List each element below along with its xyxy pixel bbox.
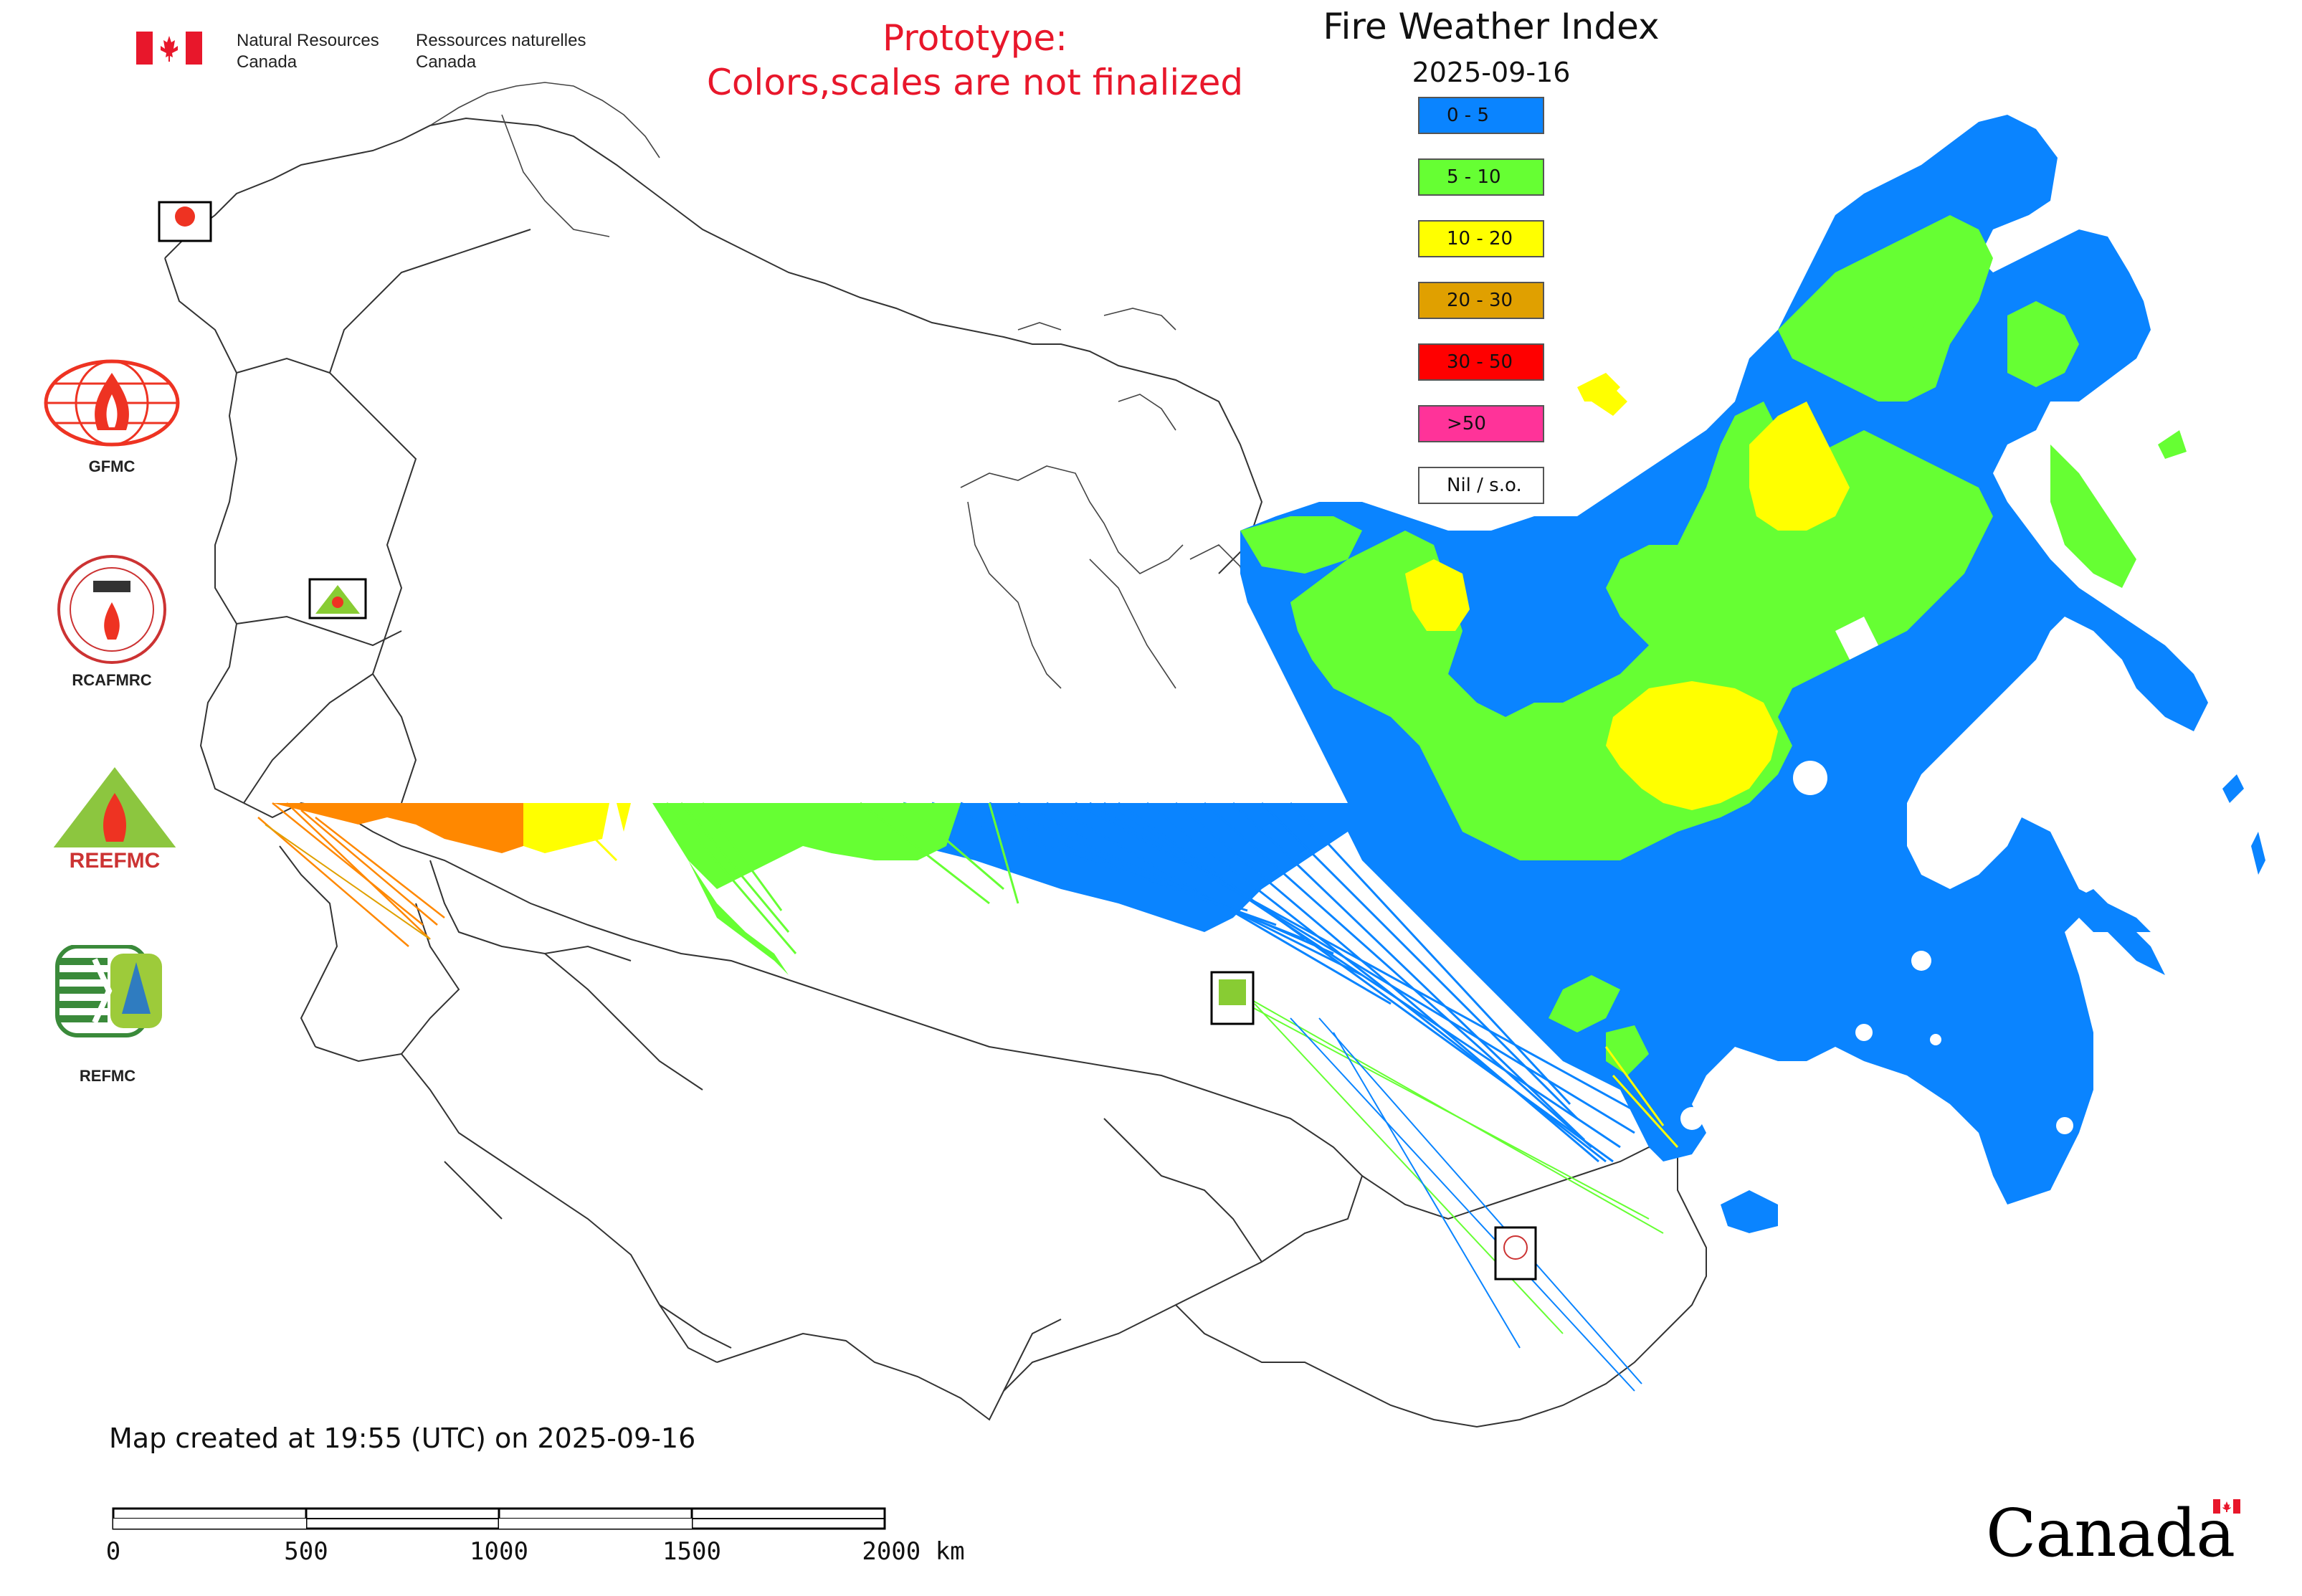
map-marker-icons bbox=[175, 206, 1528, 1260]
gfmc-logo: GFMC bbox=[40, 358, 184, 488]
refmc-logo: REFMC bbox=[50, 944, 194, 1088]
refmc-sigma-icon bbox=[55, 944, 162, 1037]
legend-item: >50 bbox=[1418, 405, 1544, 442]
map-date: 2025-09-16 bbox=[1412, 57, 1571, 88]
scale-bar: 0 500 1000 1500 2000 km bbox=[105, 1498, 968, 1577]
legend-item: 20 - 30 bbox=[1418, 282, 1544, 319]
refmc-label: REFMC bbox=[79, 1067, 136, 1085]
rcafmrc-label: RCAFMRC bbox=[72, 671, 152, 689]
map-created-note: Map created at 19:55 (UTC) on 2025-09-16 bbox=[109, 1422, 696, 1454]
canada-wordmark-text: Canada bbox=[1986, 1495, 2235, 1572]
prototype-line-1: Prototype: bbox=[882, 17, 1068, 59]
canada-wordmark-flag-icon bbox=[2213, 1499, 2241, 1514]
scale-label: 500 bbox=[284, 1537, 328, 1566]
reefmc-logo-text: REEFMC bbox=[70, 849, 161, 872]
fwi-field bbox=[257, 115, 2265, 1392]
scale-label: 1000 bbox=[470, 1537, 528, 1566]
gfmc-globe-flame-icon bbox=[44, 359, 180, 447]
nrcan-signature: Natural Resources Canada Ressources natu… bbox=[136, 27, 602, 77]
coastlines bbox=[429, 82, 1262, 689]
prototype-notice: Prototype: Colors,scales are not finaliz… bbox=[645, 16, 1305, 105]
canada-flag-icon bbox=[136, 32, 202, 65]
map-title: Fire Weather Index bbox=[1323, 6, 1660, 47]
gfmc-label: GFMC bbox=[88, 457, 135, 475]
legend-item: 0 - 5 bbox=[1418, 97, 1544, 134]
reefmc-triangle-flame-icon: REEFMC bbox=[40, 767, 189, 873]
fwi-zone-high bbox=[1606, 681, 1778, 810]
reefmc-logo: REEFMC bbox=[36, 764, 194, 879]
fwi-legend: 0 - 5 5 - 10 10 - 20 20 - 30 30 - 50 >50… bbox=[1418, 97, 1547, 528]
scale-label: 2000 km bbox=[862, 1537, 965, 1566]
country-boundaries bbox=[164, 117, 1707, 1428]
dept-name-en: Natural Resources Canada bbox=[237, 31, 379, 72]
scale-label: 0 bbox=[105, 1537, 121, 1566]
legend-item: 30 - 50 bbox=[1418, 343, 1544, 381]
scale-label: 1500 bbox=[662, 1537, 721, 1566]
fwi-zone-very-high bbox=[272, 803, 523, 853]
rcafmrc-seal-icon bbox=[57, 555, 166, 664]
canada-wordmark: Canada bbox=[1986, 1495, 2241, 1572]
legend-item: 10 - 20 bbox=[1418, 220, 1544, 257]
prototype-line-2: Colors,scales are not finalized bbox=[706, 62, 1244, 103]
legend-item: Nil / s.o. bbox=[1418, 467, 1544, 504]
scale-bar-graphic bbox=[112, 1507, 886, 1530]
dept-name-fr: Ressources naturelles Canada bbox=[416, 31, 586, 72]
legend-item: 5 - 10 bbox=[1418, 158, 1544, 196]
rcafmrc-logo: RCAFMRC bbox=[40, 552, 184, 695]
